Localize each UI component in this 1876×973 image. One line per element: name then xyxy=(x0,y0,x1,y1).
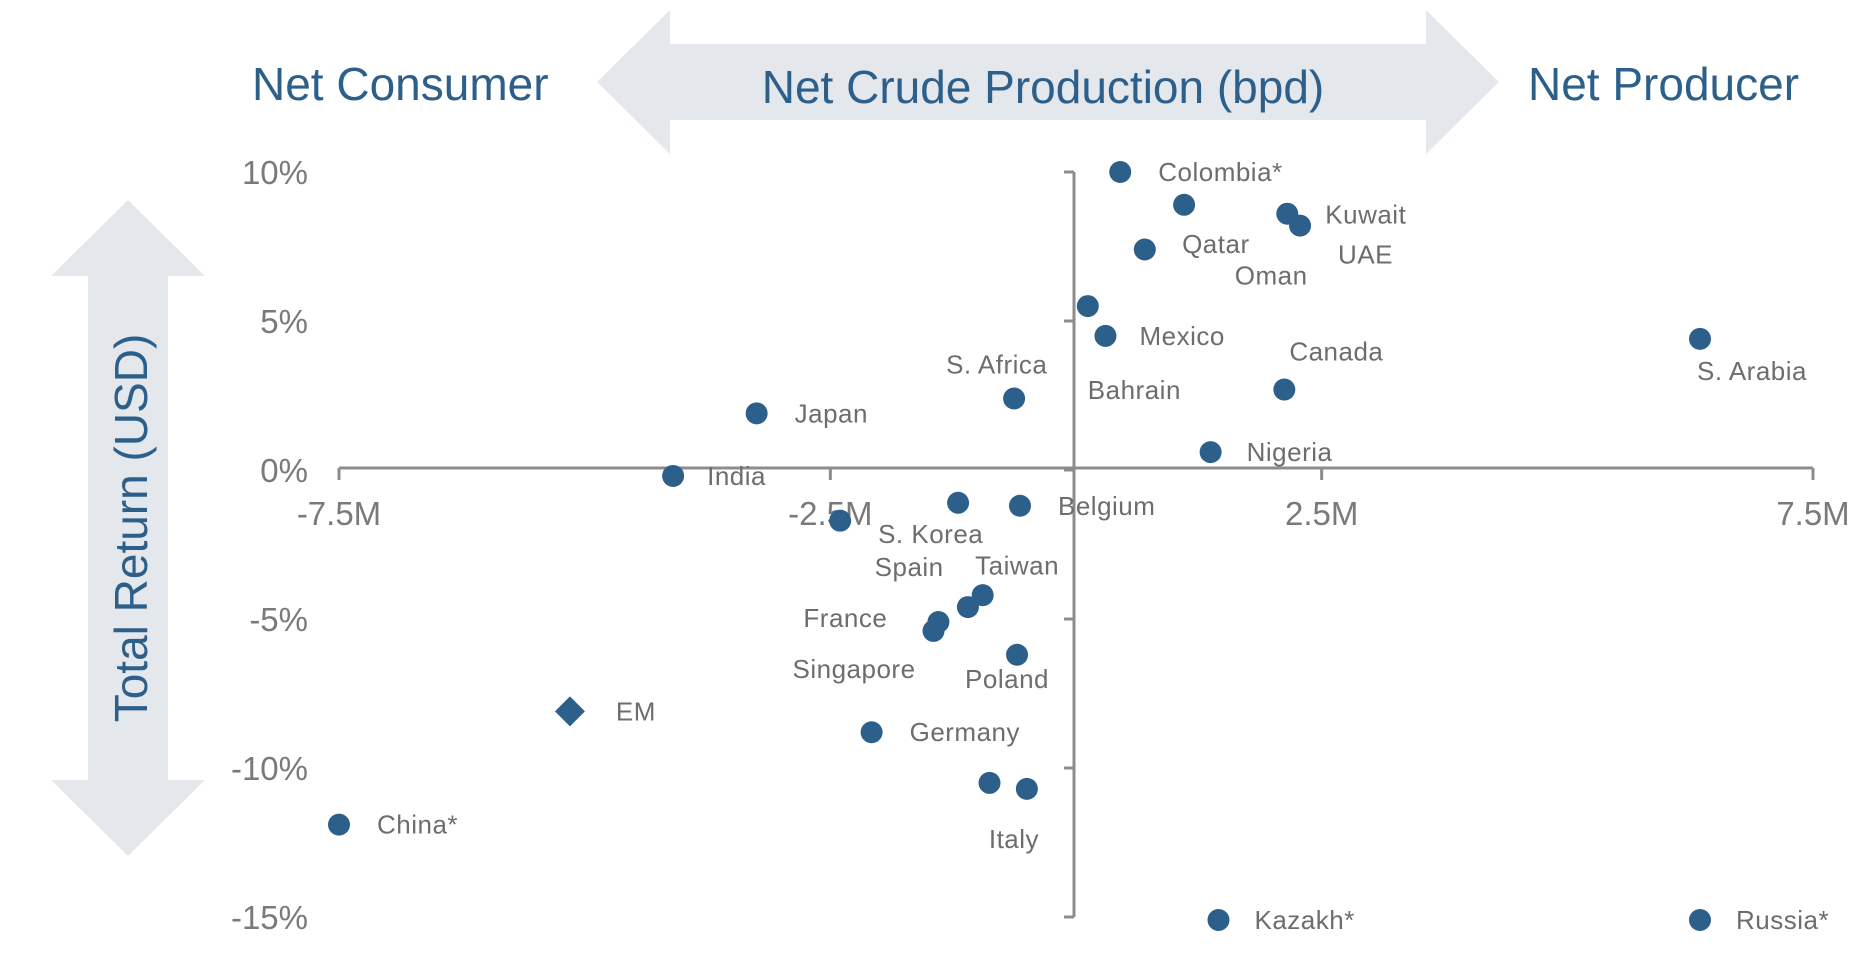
label-china: China* xyxy=(377,810,458,840)
point-labels: Colombia* Qatar Kuwait UAE Oman Bahrain Mexico… xyxy=(377,157,1829,935)
point-taiwan xyxy=(829,509,852,532)
label-france: France xyxy=(803,603,887,633)
point-china xyxy=(328,813,350,836)
label-nigeria: Nigeria xyxy=(1247,437,1333,467)
point-canada xyxy=(1273,378,1296,401)
point-germany xyxy=(860,721,883,744)
label-germany: Germany xyxy=(910,717,1020,747)
point-em xyxy=(554,696,585,727)
point-spain xyxy=(971,584,994,607)
point-italy xyxy=(1015,777,1038,800)
x-tick-label: -2.5M xyxy=(788,495,872,532)
point-colombia xyxy=(1109,161,1132,183)
x-tick-label: -7.5M xyxy=(297,495,381,532)
tick-labels: -7.5M -2.5M 2.5M 7.5M 10% 5% 0% -5% -10% -15% xyxy=(231,154,1850,936)
label-russia: Russia* xyxy=(1736,905,1829,935)
point-india xyxy=(662,464,685,487)
label-oman: Oman xyxy=(1235,260,1308,290)
point-s-arabia xyxy=(1688,327,1711,350)
label-canada: Canada xyxy=(1289,337,1383,367)
y-tick-label: -10% xyxy=(231,750,308,787)
point-kazakh xyxy=(1207,908,1230,931)
point-bahrain xyxy=(1076,295,1099,318)
point-singapore xyxy=(922,619,945,642)
point-japan xyxy=(745,402,768,425)
label-uae: UAE xyxy=(1338,240,1393,270)
point-nigeria xyxy=(1199,441,1222,464)
label-em: EM xyxy=(616,696,656,726)
point-uae xyxy=(1289,214,1312,237)
label-belgium: Belgium xyxy=(1058,491,1155,521)
net-crude-production-title: Net Crude Production (bpd) xyxy=(762,61,1325,113)
horizontal-double-arrow xyxy=(597,10,1499,154)
y-tick-label: -15% xyxy=(231,899,308,936)
label-singapore: Singapore xyxy=(793,654,916,684)
point-unlabeled-1 xyxy=(956,596,979,619)
y-tick-label: -5% xyxy=(249,601,308,638)
label-poland: Poland xyxy=(965,664,1049,694)
label-kuwait: Kuwait xyxy=(1325,200,1406,230)
point-mexico xyxy=(1094,324,1117,347)
x-tick-label: 7.5M xyxy=(1776,495,1849,532)
y-tick-label: 5% xyxy=(260,303,308,340)
label-s-korea: S. Korea xyxy=(878,519,983,549)
point-qatar xyxy=(1173,193,1196,216)
net-producer-label: Net Producer xyxy=(1528,58,1799,110)
y-tick-label: 10% xyxy=(242,154,308,191)
label-spain: Spain xyxy=(875,552,944,582)
label-india: India xyxy=(707,461,766,491)
point-russia xyxy=(1688,908,1711,931)
label-taiwan: Taiwan xyxy=(975,551,1059,581)
y-tick-label: 0% xyxy=(260,452,308,489)
label-bahrain: Bahrain xyxy=(1088,375,1181,405)
label-s-arabia: S. Arabia xyxy=(1697,356,1807,386)
label-mexico: Mexico xyxy=(1139,321,1224,351)
point-oman xyxy=(1133,238,1156,261)
point-s-korea xyxy=(947,491,970,514)
point-belgium xyxy=(1008,494,1031,517)
axes xyxy=(337,170,1815,919)
point-s-africa xyxy=(1003,387,1026,410)
label-colombia: Colombia* xyxy=(1158,157,1282,187)
label-kazakh: Kazakh* xyxy=(1254,905,1354,935)
y-axis-title: Total Return (USD) xyxy=(105,334,157,723)
net-consumer-label: Net Consumer xyxy=(252,58,549,110)
label-japan: Japan xyxy=(795,398,868,428)
label-italy: Italy xyxy=(989,824,1039,854)
point-unlabeled-2 xyxy=(978,771,1001,794)
label-s-africa: S. Africa xyxy=(946,349,1047,379)
data-points xyxy=(328,161,1711,931)
x-tick-label: 2.5M xyxy=(1285,495,1358,532)
vertical-double-arrow xyxy=(51,200,205,856)
point-poland xyxy=(1006,643,1029,666)
label-qatar: Qatar xyxy=(1182,229,1250,259)
